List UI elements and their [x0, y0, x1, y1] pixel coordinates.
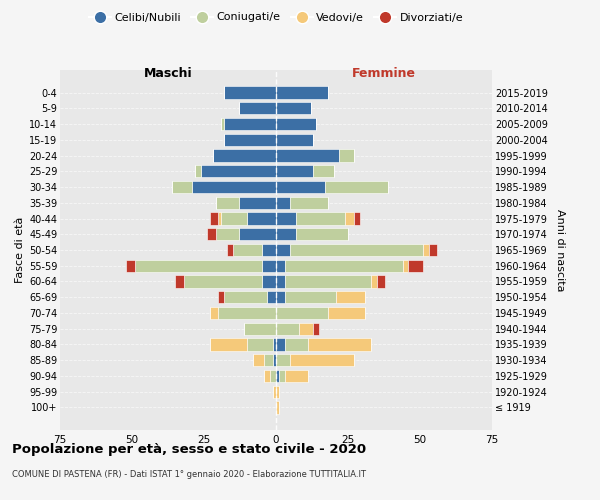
- Legend: Celibi/Nubili, Coniugati/e, Vedovi/e, Divorziati/e: Celibi/Nubili, Coniugati/e, Vedovi/e, Di…: [85, 8, 467, 27]
- Bar: [276, 86, 328, 99]
- Bar: [284, 338, 308, 350]
- Bar: [207, 228, 215, 240]
- Bar: [239, 102, 276, 115]
- Bar: [284, 276, 371, 287]
- Bar: [221, 212, 247, 224]
- Bar: [284, 291, 337, 304]
- Bar: [224, 291, 268, 304]
- Bar: [276, 165, 313, 177]
- Bar: [175, 276, 184, 287]
- Bar: [276, 354, 290, 366]
- Bar: [135, 260, 262, 272]
- Bar: [126, 260, 135, 272]
- Bar: [239, 228, 276, 240]
- Bar: [276, 386, 279, 398]
- Bar: [218, 291, 224, 304]
- Bar: [224, 118, 276, 130]
- Bar: [247, 338, 273, 350]
- Bar: [345, 212, 354, 224]
- Bar: [423, 244, 428, 256]
- Bar: [262, 260, 276, 272]
- Bar: [265, 354, 273, 366]
- Bar: [409, 260, 423, 272]
- Bar: [224, 134, 276, 146]
- Bar: [276, 322, 299, 335]
- Bar: [210, 212, 218, 224]
- Bar: [218, 212, 221, 224]
- Bar: [276, 196, 290, 209]
- Bar: [299, 322, 313, 335]
- Y-axis label: Anni di nascita: Anni di nascita: [554, 209, 565, 291]
- Text: Popolazione per età, sesso e stato civile - 2020: Popolazione per età, sesso e stato civil…: [12, 442, 366, 456]
- Bar: [276, 150, 340, 162]
- Text: Maschi: Maschi: [143, 67, 193, 80]
- Bar: [215, 196, 239, 209]
- Bar: [428, 244, 437, 256]
- Bar: [215, 228, 239, 240]
- Bar: [290, 244, 423, 256]
- Bar: [276, 338, 284, 350]
- Bar: [247, 212, 276, 224]
- Bar: [337, 291, 365, 304]
- Bar: [276, 307, 328, 319]
- Bar: [270, 370, 276, 382]
- Bar: [239, 196, 276, 209]
- Bar: [371, 276, 377, 287]
- Bar: [265, 370, 270, 382]
- Bar: [276, 181, 325, 193]
- Bar: [244, 322, 276, 335]
- Bar: [210, 307, 218, 319]
- Bar: [210, 338, 247, 350]
- Bar: [262, 276, 276, 287]
- Bar: [273, 338, 276, 350]
- Bar: [296, 212, 345, 224]
- Y-axis label: Fasce di età: Fasce di età: [14, 217, 25, 283]
- Bar: [218, 307, 276, 319]
- Bar: [328, 307, 365, 319]
- Bar: [276, 118, 316, 130]
- Bar: [262, 244, 276, 256]
- Bar: [233, 244, 262, 256]
- Bar: [313, 165, 334, 177]
- Bar: [201, 165, 276, 177]
- Bar: [273, 354, 276, 366]
- Text: COMUNE DI PASTENA (FR) - Dati ISTAT 1° gennaio 2020 - Elaborazione TUTTITALIA.IT: COMUNE DI PASTENA (FR) - Dati ISTAT 1° g…: [12, 470, 366, 479]
- Bar: [296, 228, 348, 240]
- Bar: [290, 354, 354, 366]
- Bar: [276, 212, 296, 224]
- Bar: [276, 291, 284, 304]
- Bar: [276, 402, 279, 413]
- Bar: [354, 212, 359, 224]
- Bar: [276, 134, 313, 146]
- Bar: [268, 291, 276, 304]
- Bar: [172, 181, 193, 193]
- Bar: [403, 260, 409, 272]
- Bar: [276, 244, 290, 256]
- Bar: [212, 150, 276, 162]
- Bar: [273, 386, 276, 398]
- Bar: [340, 150, 354, 162]
- Bar: [290, 196, 328, 209]
- Bar: [276, 102, 311, 115]
- Bar: [377, 276, 385, 287]
- Bar: [221, 118, 224, 130]
- Bar: [276, 228, 296, 240]
- Bar: [227, 244, 233, 256]
- Bar: [224, 86, 276, 99]
- Bar: [308, 338, 371, 350]
- Bar: [276, 276, 284, 287]
- Bar: [313, 322, 319, 335]
- Bar: [193, 181, 276, 193]
- Bar: [196, 165, 201, 177]
- Text: Femmine: Femmine: [352, 67, 416, 80]
- Bar: [276, 370, 279, 382]
- Bar: [284, 370, 308, 382]
- Bar: [184, 276, 262, 287]
- Bar: [253, 354, 265, 366]
- Bar: [279, 370, 284, 382]
- Bar: [325, 181, 388, 193]
- Bar: [276, 260, 284, 272]
- Bar: [284, 260, 403, 272]
